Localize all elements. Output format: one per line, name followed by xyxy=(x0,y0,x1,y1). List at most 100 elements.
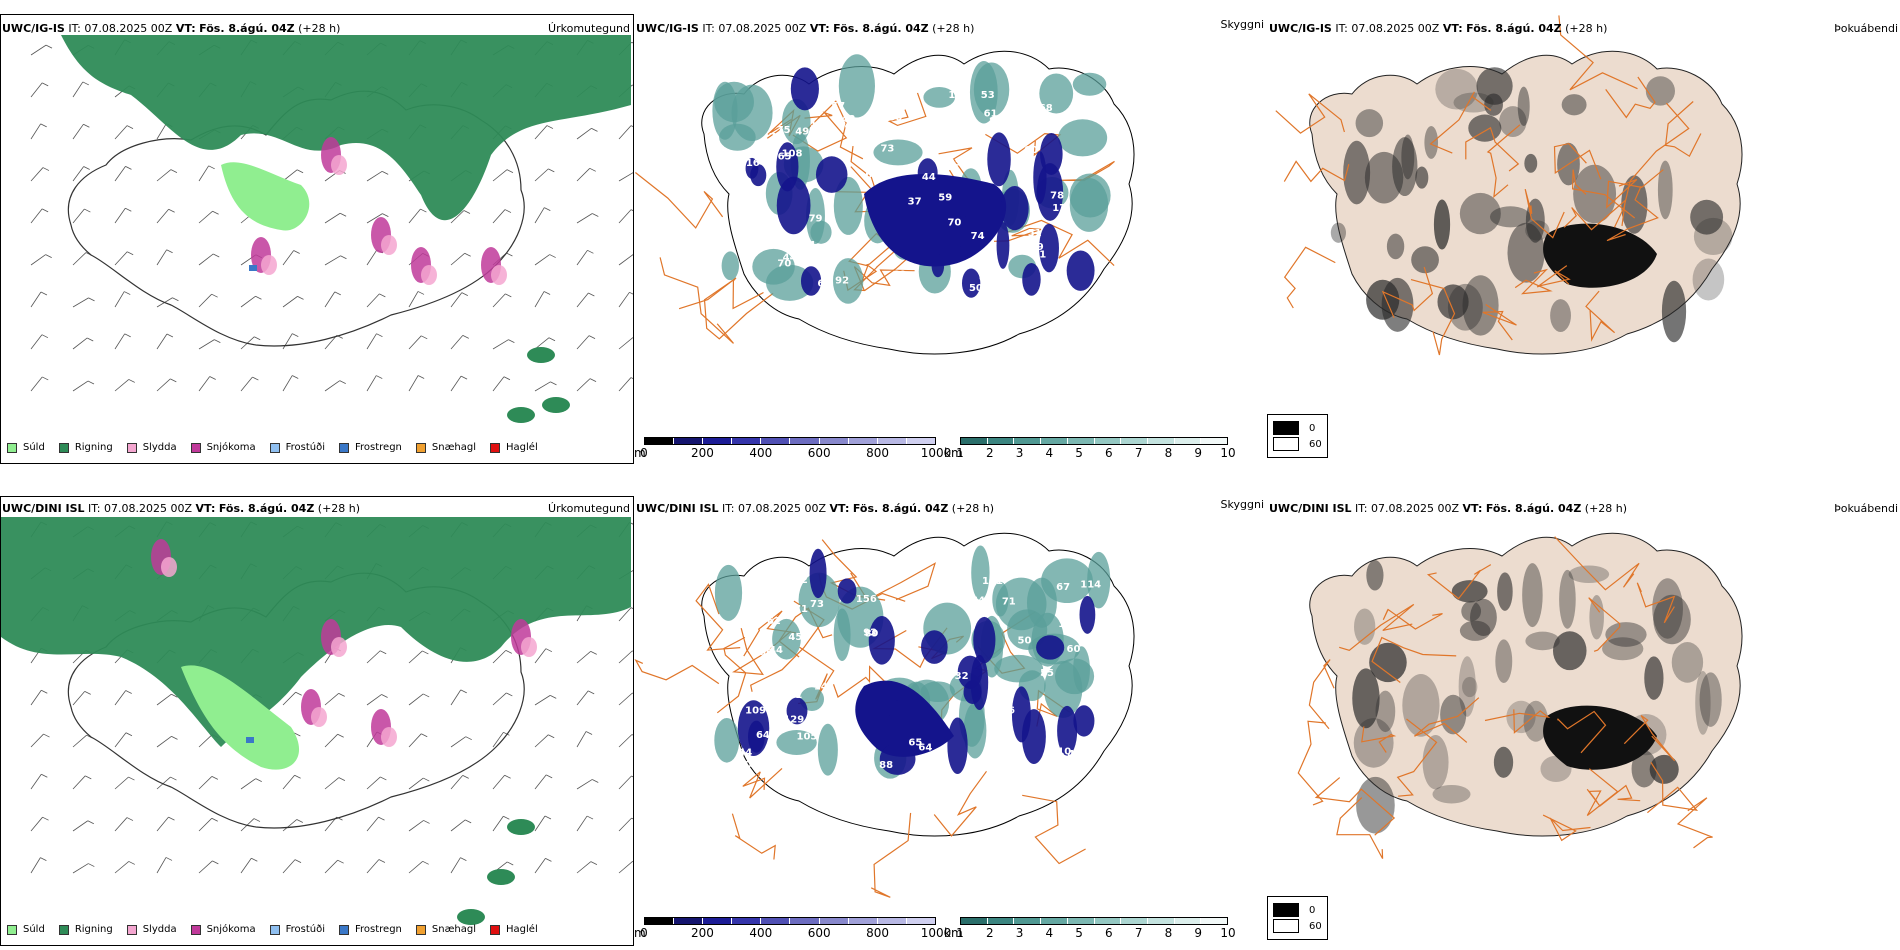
visibility-area xyxy=(994,654,1044,683)
wind-barb-flag xyxy=(168,208,175,213)
wind-barb-flag xyxy=(380,650,387,655)
cloud-base-label: 65 xyxy=(778,151,792,162)
visibility-area xyxy=(772,618,801,660)
cloud-base-unit-top: m xyxy=(634,446,646,460)
it-value: 07.08.2025 00Z xyxy=(104,502,193,515)
colorbar-tick: 800 xyxy=(866,926,890,940)
fog-area xyxy=(1458,656,1476,717)
cloud-base-label: 50 xyxy=(1018,636,1032,647)
legend-swatch xyxy=(490,442,501,453)
wind-barb xyxy=(282,819,298,832)
lead-time: (+28 h) xyxy=(951,502,995,515)
wind-barb xyxy=(408,650,423,664)
colorbar-tick: 600 xyxy=(807,446,831,460)
wind-barb-flag xyxy=(294,732,301,737)
wind-barb-flag xyxy=(503,376,511,381)
wind-barb xyxy=(618,692,633,706)
fog-area xyxy=(1354,608,1376,645)
legend-swatch xyxy=(190,924,201,935)
wind-barb xyxy=(618,607,632,622)
cloud-base-label: 61 xyxy=(984,108,998,119)
wind-barb-flag xyxy=(170,776,177,781)
cloud-base-label: 55 xyxy=(1040,668,1054,679)
fog-area xyxy=(1573,164,1617,224)
legend-swatch xyxy=(269,924,280,935)
legend-label: Frostúði xyxy=(285,442,325,453)
visibility-area xyxy=(1044,660,1083,718)
lead-time: (+28 h) xyxy=(1565,22,1608,35)
colorbar-step xyxy=(819,918,849,924)
road-line xyxy=(1676,797,1713,849)
legend-swatch xyxy=(415,924,426,935)
road-line xyxy=(933,770,987,837)
cloud-header-top: UWC/IG-IS IT: 07.08.2025 00Z VT: Fös. 8.… xyxy=(636,22,974,35)
wind-barb xyxy=(534,168,549,182)
colorbar-tick: 800 xyxy=(866,446,890,460)
road-line xyxy=(1465,126,1520,172)
fog-area xyxy=(1437,284,1469,320)
visibility-area xyxy=(923,86,956,108)
cloud-base-label: 74 xyxy=(971,231,985,242)
legend-item: Frostúði xyxy=(269,442,325,453)
fog-title-bottom: Þokuábendi xyxy=(1834,502,1898,515)
wind-barb-flag xyxy=(293,250,300,254)
road-line xyxy=(1586,784,1641,807)
road-line xyxy=(731,813,776,860)
wind-barb xyxy=(450,775,464,790)
colorbar-tick: 4 xyxy=(1045,926,1054,940)
cloud-panel-top: 57 60 63 76 64 70 61 37 61 49 44 53 79 65 60 59 62 42 75 73… xyxy=(634,14,1267,464)
wind-barb-flag xyxy=(124,333,131,338)
cloud-base-label: 60 xyxy=(1024,145,1038,156)
fog-legend-swatch xyxy=(1273,903,1299,917)
legend-item: Snjókoma xyxy=(190,442,256,453)
wind-barb xyxy=(72,124,84,140)
sleet-area xyxy=(381,235,397,255)
wind-barb xyxy=(198,165,209,182)
colorbar-step xyxy=(732,438,762,444)
wind-barb-flag xyxy=(213,253,220,258)
wind-barb xyxy=(156,776,171,790)
cloud-base-area xyxy=(786,697,808,725)
wind-barb-flag xyxy=(208,165,215,170)
road-line xyxy=(1623,715,1676,762)
wind-barb xyxy=(450,335,464,350)
fog-area xyxy=(1451,580,1488,603)
cloud-base-label: 64 xyxy=(756,730,770,741)
fog-legend-top: 0 60 xyxy=(1267,414,1328,458)
wind-barb-flag xyxy=(42,376,49,381)
cloud-base-label: 89 xyxy=(865,629,879,640)
fog-area xyxy=(1356,776,1395,834)
road-line xyxy=(1336,797,1384,859)
wind-barb xyxy=(618,734,633,748)
wind-barb-flag xyxy=(170,169,178,173)
wind-barb-flag xyxy=(126,817,134,821)
fog-area xyxy=(1422,735,1449,790)
wind-barb-flag xyxy=(125,166,132,170)
road-line xyxy=(887,92,927,127)
legend-label: Slydda xyxy=(142,924,177,935)
fog-area xyxy=(1543,223,1657,288)
fog-area xyxy=(1499,106,1527,137)
wind-barb-flag xyxy=(545,857,552,862)
cloud-panel-bottom: 101 60 64 71 64 73 41 50 44 65 89 92 65 122 105 156 64 10… xyxy=(634,496,1267,946)
legend-label: Frostregn xyxy=(355,924,402,935)
fog-area xyxy=(1432,784,1471,804)
colorbar-step xyxy=(1041,918,1068,924)
wind-barb-flag xyxy=(505,649,512,654)
wind-barb-flag xyxy=(505,293,512,298)
wind-barb-flag xyxy=(589,378,597,382)
sleet-area xyxy=(331,637,347,657)
road-line xyxy=(1059,160,1115,182)
wind-barb xyxy=(618,377,632,392)
cloud-base-label: 10 xyxy=(1057,747,1071,758)
visibility-unit-top: km xyxy=(944,446,963,460)
cloud-base-area xyxy=(748,720,765,753)
cloud-base-label: 39 xyxy=(1030,242,1044,253)
cloud-base-area xyxy=(917,158,938,188)
road-line xyxy=(1571,169,1636,219)
visibility-area xyxy=(873,139,923,166)
vt-value: Fös. 8.ágú. 04Z xyxy=(852,502,949,515)
colorbar-step xyxy=(1121,918,1148,924)
legend-label: Slydda xyxy=(142,442,177,453)
colorbar-step xyxy=(1067,438,1095,444)
